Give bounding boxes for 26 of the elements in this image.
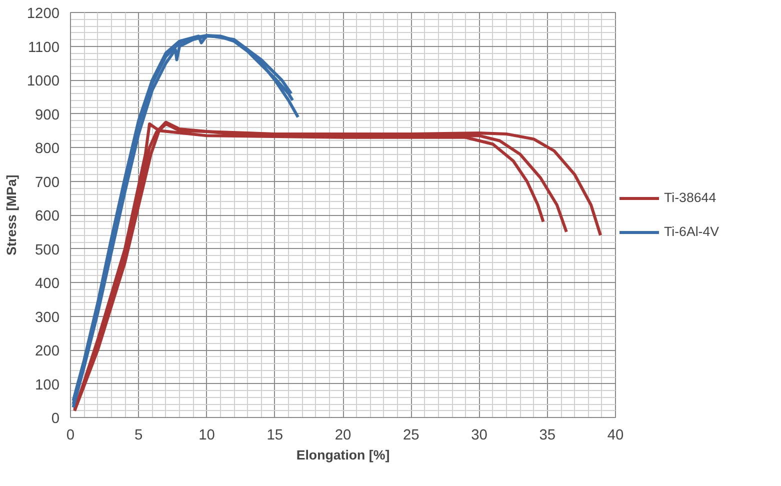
x-tick-label: 0 (66, 428, 75, 444)
x-tick-label: 40 (607, 428, 624, 444)
x-tick-label: 20 (334, 428, 352, 444)
x-tick-label: 15 (266, 428, 284, 444)
y-tick-label: 200 (35, 344, 60, 360)
y-tick-label: 900 (35, 107, 60, 124)
x-tick-label: 25 (402, 428, 420, 444)
x-tick-label: 30 (471, 428, 488, 444)
y-tick-label: 1200 (26, 6, 60, 22)
y-axis-title: Stress [MPa] (4, 174, 19, 256)
y-tick-label: 100 (35, 377, 60, 394)
x-axis-title: Elongation [%] (296, 448, 390, 462)
y-tick-label: 600 (35, 208, 60, 224)
x-tick-label: 5 (134, 428, 143, 444)
y-tick-label: 400 (35, 276, 60, 292)
y-tick-label: 300 (35, 310, 60, 326)
legend-label: Ti-6Al-4V (664, 224, 720, 239)
y-tick-label: 800 (35, 141, 60, 157)
y-tick-label: 500 (35, 242, 60, 258)
y-tick-label: 1000 (26, 74, 60, 90)
y-tick-label: 1100 (28, 40, 60, 56)
y-tick-label: 0 (51, 411, 60, 427)
x-tick-label: 10 (198, 428, 215, 444)
y-tick-label: 700 (35, 174, 60, 191)
x-tick-label: 35 (539, 428, 556, 444)
legend-label: Ti-38644 (664, 190, 718, 205)
